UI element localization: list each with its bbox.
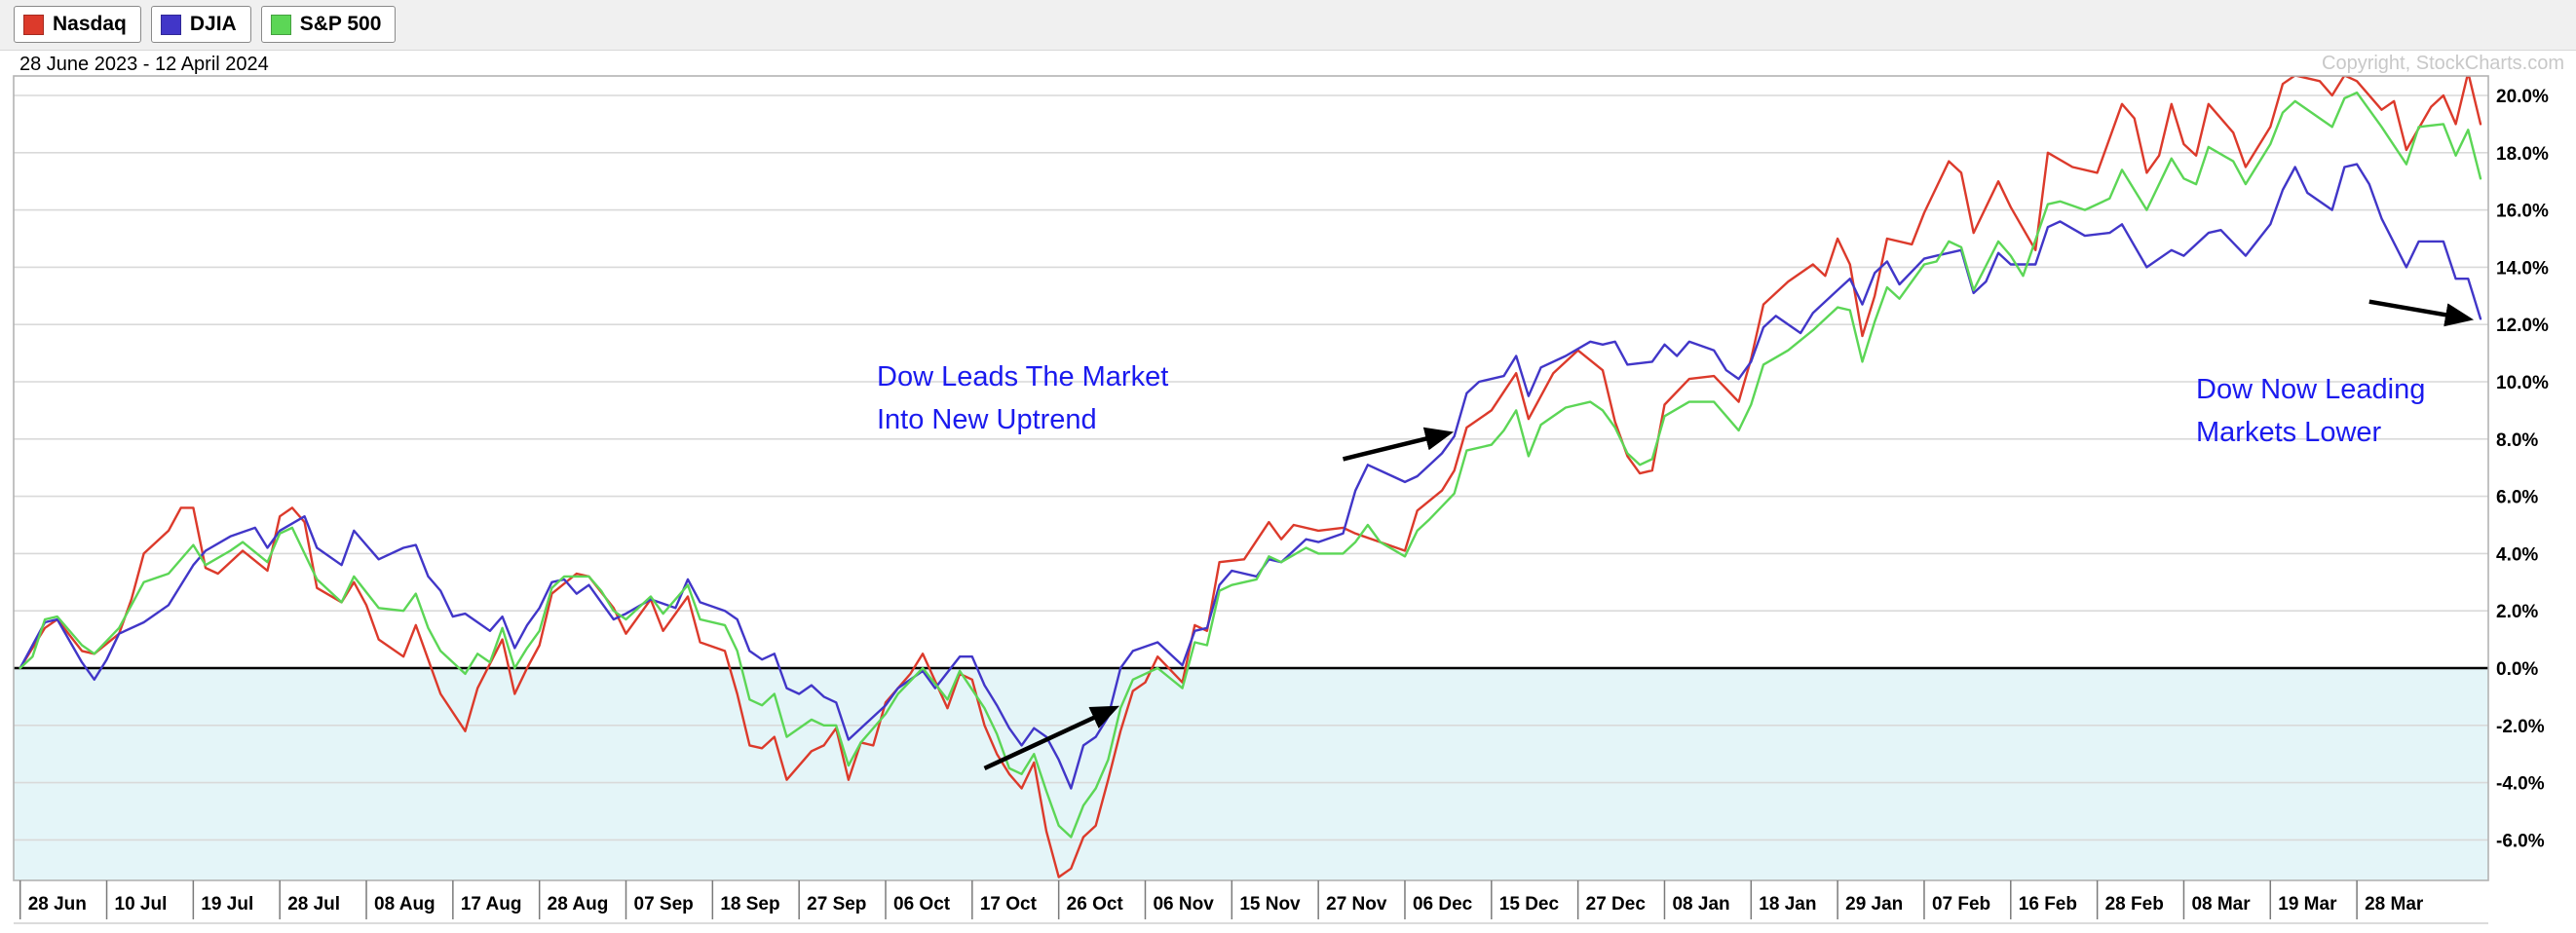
svg-text:18.0%: 18.0% (2496, 144, 2549, 165)
legend-bar: Nasdaq DJIA S&P 500 (0, 0, 2576, 51)
gridlines (14, 94, 2488, 841)
svg-text:8.0%: 8.0% (2496, 430, 2538, 451)
svg-text:10 Jul: 10 Jul (115, 894, 168, 914)
svg-text:06 Nov: 06 Nov (1153, 894, 1214, 914)
svg-text:27 Nov: 27 Nov (1326, 894, 1387, 914)
svg-text:19 Jul: 19 Jul (201, 894, 253, 914)
svg-text:27 Dec: 27 Dec (1586, 894, 1647, 914)
svg-text:28 Aug: 28 Aug (548, 894, 609, 914)
svg-text:-6.0%: -6.0% (2496, 831, 2545, 851)
annotation-dow-leads-uptrend: Dow Leads The Market Into New Uptrend (877, 355, 1168, 441)
svg-text:08 Aug: 08 Aug (374, 894, 436, 914)
below-zero-shading (14, 668, 2488, 880)
annotation-dow-leading-lower: Dow Now Leading Markets Lower (2196, 368, 2425, 454)
annotation-line: Dow Leads The Market (877, 361, 1169, 392)
copyright-label: Copyright, StockCharts.com (2322, 53, 2564, 74)
legend-item-djia[interactable]: DJIA (150, 6, 251, 43)
svg-text:08 Mar: 08 Mar (2191, 894, 2251, 914)
plot-border (13, 75, 2489, 881)
svg-text:26 Oct: 26 Oct (1067, 894, 1124, 914)
series-line-s-p-500 (19, 91, 2482, 839)
svg-text:29 Jan: 29 Jan (1845, 894, 1903, 914)
svg-text:15 Dec: 15 Dec (1499, 894, 1560, 914)
svg-text:28 Feb: 28 Feb (2105, 894, 2164, 914)
legend-label-sp500: S&P 500 (299, 13, 382, 35)
legend-label-djia: DJIA (189, 13, 237, 35)
svg-text:20.0%: 20.0% (2496, 87, 2549, 107)
sp500-color-swatch-icon (270, 14, 291, 35)
svg-text:18 Jan: 18 Jan (1759, 894, 1816, 914)
svg-text:18 Sep: 18 Sep (720, 894, 779, 914)
legend-item-nasdaq[interactable]: Nasdaq (14, 6, 141, 43)
legend-item-sp500[interactable]: S&P 500 (260, 6, 397, 43)
date-range-label: 28 June 2023 - 12 April 2024 (19, 54, 269, 75)
svg-text:07 Sep: 07 Sep (634, 894, 694, 914)
svg-text:2.0%: 2.0% (2496, 602, 2538, 622)
svg-text:15 Nov: 15 Nov (1239, 894, 1301, 914)
svg-text:08 Jan: 08 Jan (1672, 894, 1729, 914)
svg-text:07 Feb: 07 Feb (1932, 894, 1990, 914)
djia-color-swatch-icon (160, 14, 181, 35)
svg-text:19 Mar: 19 Mar (2278, 894, 2337, 914)
svg-text:10.0%: 10.0% (2496, 373, 2549, 393)
annotation-arrows (983, 299, 2475, 770)
legend: Nasdaq DJIA S&P 500 (0, 0, 2576, 43)
svg-text:17 Oct: 17 Oct (980, 894, 1038, 914)
series-line-nasdaq (19, 76, 2482, 878)
svg-text:0.0%: 0.0% (2496, 659, 2538, 680)
nasdaq-color-swatch-icon (23, 14, 44, 35)
x-axis-labels: 28 Jun 10 Jul 19 Jul 28 Jul 08 Aug 17 Aug 28 A… (19, 880, 2424, 919)
svg-text:4.0%: 4.0% (2496, 544, 2538, 565)
legend-label-nasdaq: Nasdaq (53, 13, 127, 35)
svg-text:06 Dec: 06 Dec (1413, 894, 1473, 914)
svg-text:12.0%: 12.0% (2496, 316, 2549, 336)
y-axis-labels: 20.0% 18.0% 16.0% 14.0% 12.0% 10.0% 8.0% 6.0% 4.… (2496, 87, 2549, 851)
svg-text:28 Mar: 28 Mar (2365, 894, 2424, 914)
svg-text:-2.0%: -2.0% (2496, 717, 2545, 737)
annotation-line: Markets Lower (2196, 417, 2382, 448)
svg-text:28 Jul: 28 Jul (287, 894, 340, 914)
annotation-line: Dow Now Leading (2196, 374, 2426, 405)
svg-text:28 Jun: 28 Jun (28, 894, 87, 914)
svg-text:16 Feb: 16 Feb (2019, 894, 2077, 914)
svg-text:14.0%: 14.0% (2496, 258, 2549, 279)
svg-text:06 Oct: 06 Oct (893, 894, 951, 914)
svg-text:-4.0%: -4.0% (2496, 774, 2545, 795)
annotation-line: Into New Uptrend (877, 404, 1097, 435)
svg-text:16.0%: 16.0% (2496, 202, 2549, 222)
svg-text:17 Aug: 17 Aug (461, 894, 522, 914)
series-lines (19, 76, 2482, 878)
series-line-djia (19, 163, 2482, 790)
svg-text:6.0%: 6.0% (2496, 488, 2538, 508)
svg-text:27 Sep: 27 Sep (807, 894, 866, 914)
